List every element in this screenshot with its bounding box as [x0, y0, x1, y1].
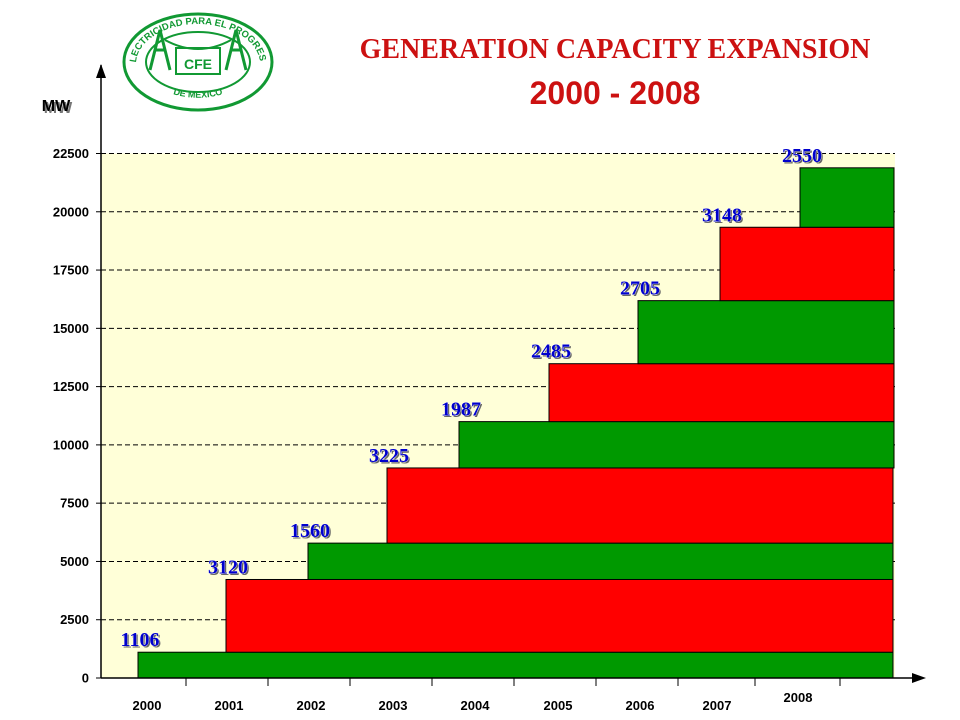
x-tick-label-2004: 2004 [461, 698, 491, 713]
data-label-shadow: 3148 [704, 206, 744, 228]
data-label-shadow: 2705 [622, 279, 662, 301]
y-tick-label: 2500 [60, 612, 89, 627]
data-label-2004: 1987 [441, 399, 481, 421]
bar-2002 [307, 542, 894, 580]
data-label-2003: 3225 [369, 445, 409, 467]
x-tick-label-2006: 2006 [626, 698, 655, 713]
x-tick-label-2001: 2001 [215, 698, 244, 713]
data-label-shadow: 3120 [210, 558, 250, 580]
data-label-2008: 2550 [782, 145, 822, 167]
bar-2004 [458, 421, 895, 469]
tower-icon [148, 29, 248, 71]
svg-text:DE MEXICO: DE MEXICO [173, 86, 224, 99]
y-tick-label: 15000 [53, 321, 89, 336]
data-label-2007: 3148 [702, 204, 742, 226]
y-axis-label: MW [42, 98, 71, 115]
data-label-shadow: 2485 [533, 342, 573, 364]
data-label-shadow: 2550 [784, 146, 824, 168]
logo-center-text: CFE [184, 56, 212, 72]
y-tick-label: 0 [82, 671, 89, 686]
x-tick-label-2000: 2000 [133, 698, 162, 713]
data-label-shadow: 1106 [122, 631, 161, 653]
y-tick-label: 20000 [53, 204, 89, 219]
y-tick-label: 17500 [53, 263, 89, 278]
y-tick-label: 22500 [53, 146, 89, 161]
data-label-2000: 1106 [121, 629, 160, 651]
x-axis-arrow-icon [912, 673, 926, 683]
data-label-shadow: 1560 [292, 522, 332, 544]
y-axis-arrow-icon [96, 64, 106, 78]
bar-2000 [137, 651, 894, 679]
data-label-2005: 2485 [531, 341, 571, 363]
data-label-2006: 2705 [620, 278, 660, 300]
logo-bottom-text: DE MEXICO [173, 86, 224, 99]
x-tick-label-2005: 2005 [544, 698, 573, 713]
x-tick-label-2007: 2007 [703, 698, 732, 713]
chart-title: GENERATION CAPACITY EXPANSION [360, 34, 871, 65]
data-label-shadow: 1987 [443, 400, 483, 422]
data-label-2001: 3120 [208, 556, 248, 578]
y-tick-label: 7500 [60, 496, 89, 511]
x-tick-label-2008: 2008 [784, 690, 813, 705]
y-axis-label-shadow: MW [44, 100, 73, 117]
bar-2005 [548, 363, 895, 423]
chart-subtitle: 2000 - 2008 [530, 75, 701, 111]
y-tick-label: 10000 [53, 437, 89, 452]
bar-2007 [719, 226, 895, 302]
y-tick-label: 5000 [60, 554, 89, 569]
bar-2006 [637, 300, 895, 365]
bar-2008 [799, 167, 895, 228]
data-label-2002: 1560 [290, 520, 330, 542]
bar-2003 [386, 467, 894, 544]
x-tick-label-2003: 2003 [379, 698, 408, 713]
data-label-shadow: 3225 [371, 446, 411, 468]
bar-2001 [225, 578, 894, 653]
x-tick-label-2002: 2002 [297, 698, 326, 713]
plot-area: 0 2500 5000 7500 10000 12500 15000 17500 20000 22… [53, 64, 926, 713]
y-tick-label: 12500 [53, 379, 89, 394]
